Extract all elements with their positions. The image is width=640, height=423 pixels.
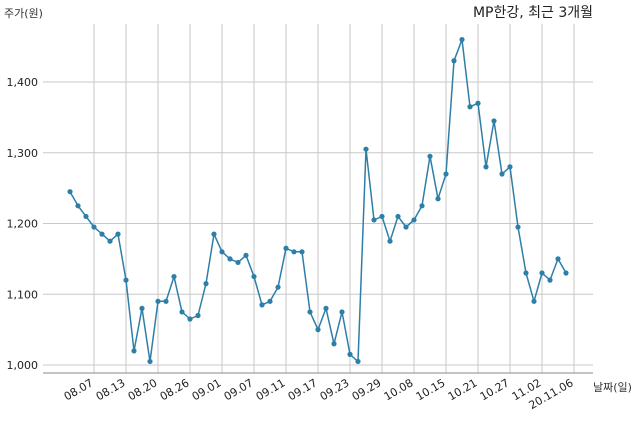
data-point (195, 312, 201, 319)
data-point (227, 256, 233, 262)
data-point (155, 298, 161, 304)
x-tick-label: 09.23 (318, 376, 352, 403)
data-point (483, 164, 489, 170)
x-tick-label: 09.11 (254, 376, 288, 403)
x-tick-labels: 08.0708.1308.2008.2609.0109.0709.1109.17… (62, 376, 576, 412)
data-point (331, 341, 337, 347)
data-point (219, 249, 225, 255)
data-point (539, 270, 545, 276)
data-point (323, 305, 329, 311)
data-point (499, 171, 505, 177)
data-point (379, 213, 385, 220)
y-tick-labels: 1,000 1,100 1,200 1,300 1,400 (7, 76, 39, 372)
data-point (355, 358, 361, 365)
data-point (211, 231, 217, 237)
x-tick-label: 09.17 (286, 376, 320, 403)
data-point (75, 203, 81, 209)
chart-title: MP한강, 최근 3개월 (473, 5, 593, 21)
x-tick-label: 08.26 (158, 376, 192, 403)
data-point (371, 217, 377, 223)
data-point (419, 203, 425, 209)
y-tick-label: 1,000 (7, 359, 39, 372)
data-point (187, 316, 193, 322)
data-point (107, 238, 113, 244)
data-point (395, 213, 401, 220)
data-point (443, 171, 449, 177)
data-point (475, 100, 481, 106)
data-point (203, 281, 209, 287)
data-point (283, 245, 289, 251)
data-point (339, 309, 345, 315)
x-tick-label: 08.07 (62, 376, 96, 403)
data-point (115, 231, 121, 237)
data-point (171, 273, 177, 280)
y-axis-label: 주가(원) (4, 7, 43, 20)
data-point (451, 58, 457, 64)
data-point (235, 259, 241, 266)
data-point (267, 298, 273, 304)
y-tick-label: 1,200 (7, 218, 39, 231)
data-point (275, 284, 281, 290)
data-point (427, 153, 433, 159)
data-point (459, 36, 465, 43)
data-point (251, 273, 257, 280)
x-tick-label: 10.15 (414, 376, 448, 403)
data-point (147, 358, 153, 365)
data-point (179, 309, 185, 315)
data-point (435, 196, 441, 202)
point-layer (67, 36, 569, 365)
data-point (307, 309, 313, 315)
data-point (387, 238, 393, 244)
data-point (163, 298, 169, 304)
x-tick-label: 09.01 (190, 376, 224, 403)
y-tick-label: 1,300 (7, 147, 39, 160)
data-point (315, 327, 321, 333)
y-tick-label: 1,100 (7, 288, 39, 301)
x-tick-label: 08.13 (94, 376, 128, 403)
data-point (123, 277, 129, 283)
x-tick-label: 09.07 (222, 376, 256, 403)
data-point (67, 189, 73, 195)
x-axis-label: 날짜(일) (593, 380, 632, 394)
data-point (467, 104, 473, 110)
grid-layer (43, 24, 593, 373)
data-point (555, 256, 561, 262)
data-point (139, 305, 145, 311)
data-point (91, 224, 97, 230)
data-point (507, 164, 513, 170)
x-tick-label: 09.29 (350, 376, 384, 403)
y-tick-label: 1,400 (7, 76, 39, 89)
data-point (259, 302, 265, 308)
data-point (491, 118, 497, 124)
data-point (531, 298, 537, 304)
data-point (403, 224, 409, 230)
data-point (411, 217, 417, 223)
data-point (515, 224, 521, 230)
x-tick-label: 10.27 (478, 376, 512, 403)
data-point (547, 277, 553, 283)
data-point (243, 252, 249, 258)
data-point (291, 249, 297, 255)
data-point (563, 270, 569, 276)
data-point (299, 249, 305, 255)
x-tick-label: 08.20 (126, 376, 160, 403)
x-tick-label: 10.08 (382, 376, 416, 403)
data-point (347, 351, 353, 357)
data-point (83, 213, 89, 220)
x-tick-label: 10.21 (446, 376, 480, 403)
data-point (99, 231, 105, 237)
data-point (131, 348, 137, 354)
data-point (363, 146, 369, 152)
data-point (523, 270, 529, 276)
